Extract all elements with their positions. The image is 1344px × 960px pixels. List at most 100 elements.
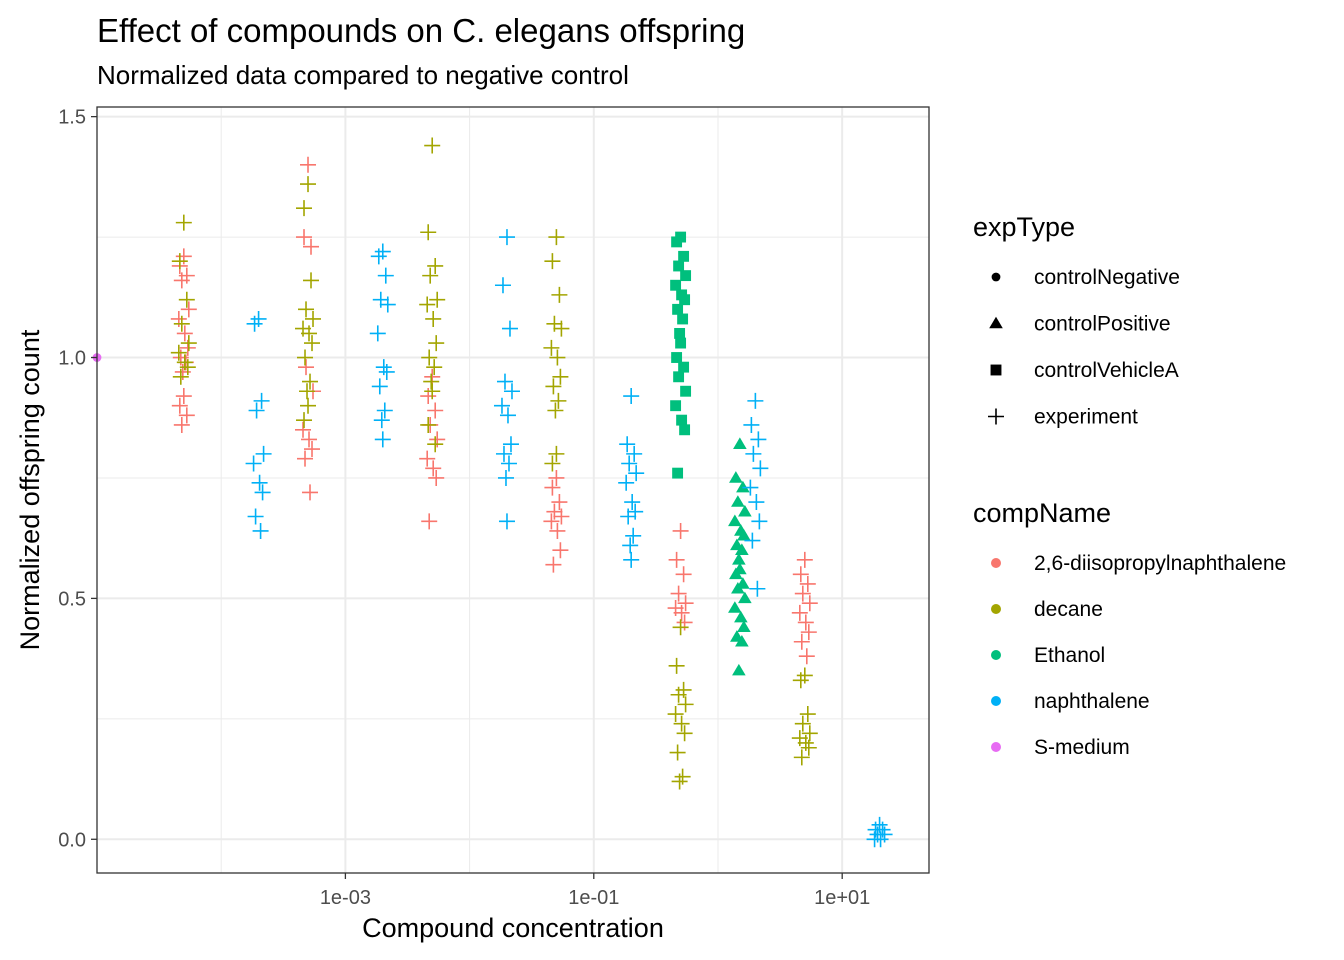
data-point: [672, 467, 684, 479]
data-point: [800, 739, 817, 756]
plot-background: [97, 107, 929, 873]
data-point: [677, 696, 694, 713]
data-point: [180, 301, 197, 318]
data-point: [545, 556, 562, 573]
data-point: [298, 301, 315, 318]
data-point: [734, 610, 748, 623]
data-point: [872, 831, 889, 848]
data-point: [731, 495, 745, 507]
data-point: [680, 270, 692, 282]
data-point: [420, 416, 437, 433]
legend-label: experiment: [1034, 406, 1138, 429]
legend-label: controlVehicleA: [1034, 359, 1179, 382]
data-point: [419, 450, 436, 467]
data-point: [732, 663, 746, 676]
data-point: [793, 633, 810, 650]
legend-label: controlPositive: [1034, 313, 1171, 336]
legend-key-circle: [991, 272, 1001, 282]
data-point: [422, 267, 439, 284]
data-point: [750, 431, 767, 448]
data-point: [421, 513, 438, 530]
legend-label: naphthalene: [1034, 690, 1150, 713]
data-point: [180, 335, 197, 352]
data-point: [503, 383, 520, 400]
data-point: [670, 400, 682, 412]
data-point: [300, 156, 317, 173]
data-point: [671, 236, 683, 248]
data-point: [246, 315, 263, 332]
data-point: [428, 335, 445, 352]
data-point: [548, 229, 565, 246]
data-point: [500, 455, 517, 472]
y-tick-label: 1.5: [58, 107, 86, 129]
data-point: [496, 373, 513, 390]
data-point: [173, 315, 190, 332]
data-point: [728, 601, 742, 613]
data-point: [791, 604, 808, 621]
data-point: [545, 378, 562, 395]
data-point: [752, 460, 769, 477]
legend-key-color: [991, 650, 1001, 660]
data-point: [302, 484, 319, 501]
data-point: [675, 566, 692, 583]
legend-title-exptype: expType: [973, 212, 1075, 242]
data-point: [677, 595, 694, 612]
x-tick-label: 1e-03: [320, 887, 371, 909]
legend-label: controlNegative: [1034, 266, 1180, 289]
data-point: [670, 279, 682, 291]
data-point: [669, 744, 686, 761]
data-point: [796, 551, 813, 568]
data-point: [543, 339, 560, 356]
data-point: [173, 416, 190, 433]
data-point: [736, 480, 750, 493]
legend-key-triangle: [989, 316, 1003, 329]
data-point: [618, 474, 635, 491]
data-point: [303, 238, 320, 255]
data-point: [673, 604, 690, 621]
x-axis: 1e-03 1e-01 1e+01: [320, 873, 870, 909]
data-point: [737, 620, 751, 633]
data-point: [499, 407, 516, 424]
data-point: [792, 566, 809, 583]
data-point: [676, 725, 693, 742]
legend-key-color: [991, 604, 1001, 614]
data-point: [300, 176, 317, 193]
data-point: [295, 421, 312, 438]
data-point: [679, 294, 691, 306]
data-point: [301, 431, 318, 448]
plot-panel: [92, 106, 930, 874]
data-point: [743, 416, 760, 433]
data-point: [173, 272, 190, 289]
data-point: [672, 522, 689, 539]
data-point: [793, 749, 810, 766]
y-axis: 0.0 0.5 1.0 1.5: [58, 107, 97, 851]
data-point: [749, 580, 766, 597]
data-point: [543, 513, 560, 530]
data-point: [668, 657, 685, 674]
data-point: [175, 214, 192, 231]
data-point: [624, 494, 641, 511]
data-point: [676, 414, 688, 426]
data-point: [297, 450, 314, 467]
plot-border: [96, 106, 930, 874]
data-point: [737, 528, 751, 541]
x-axis-title: Compound concentration: [362, 913, 664, 943]
data-point: [679, 424, 691, 436]
data-point: [493, 397, 510, 414]
data-point: [427, 436, 444, 453]
data-point: [497, 469, 514, 486]
data-point: [172, 368, 189, 385]
data-point: [427, 402, 444, 419]
data-point: [670, 686, 687, 703]
data-point: [551, 494, 568, 511]
data-point: [374, 431, 391, 448]
data-point: [296, 200, 313, 217]
data-point: [376, 402, 393, 419]
data-point: [175, 388, 192, 405]
data-point: [370, 248, 387, 265]
data-point: [495, 445, 512, 462]
data-point: [673, 715, 690, 732]
data-points: [92, 137, 893, 848]
data-point: [672, 303, 684, 315]
data-point: [667, 706, 684, 723]
